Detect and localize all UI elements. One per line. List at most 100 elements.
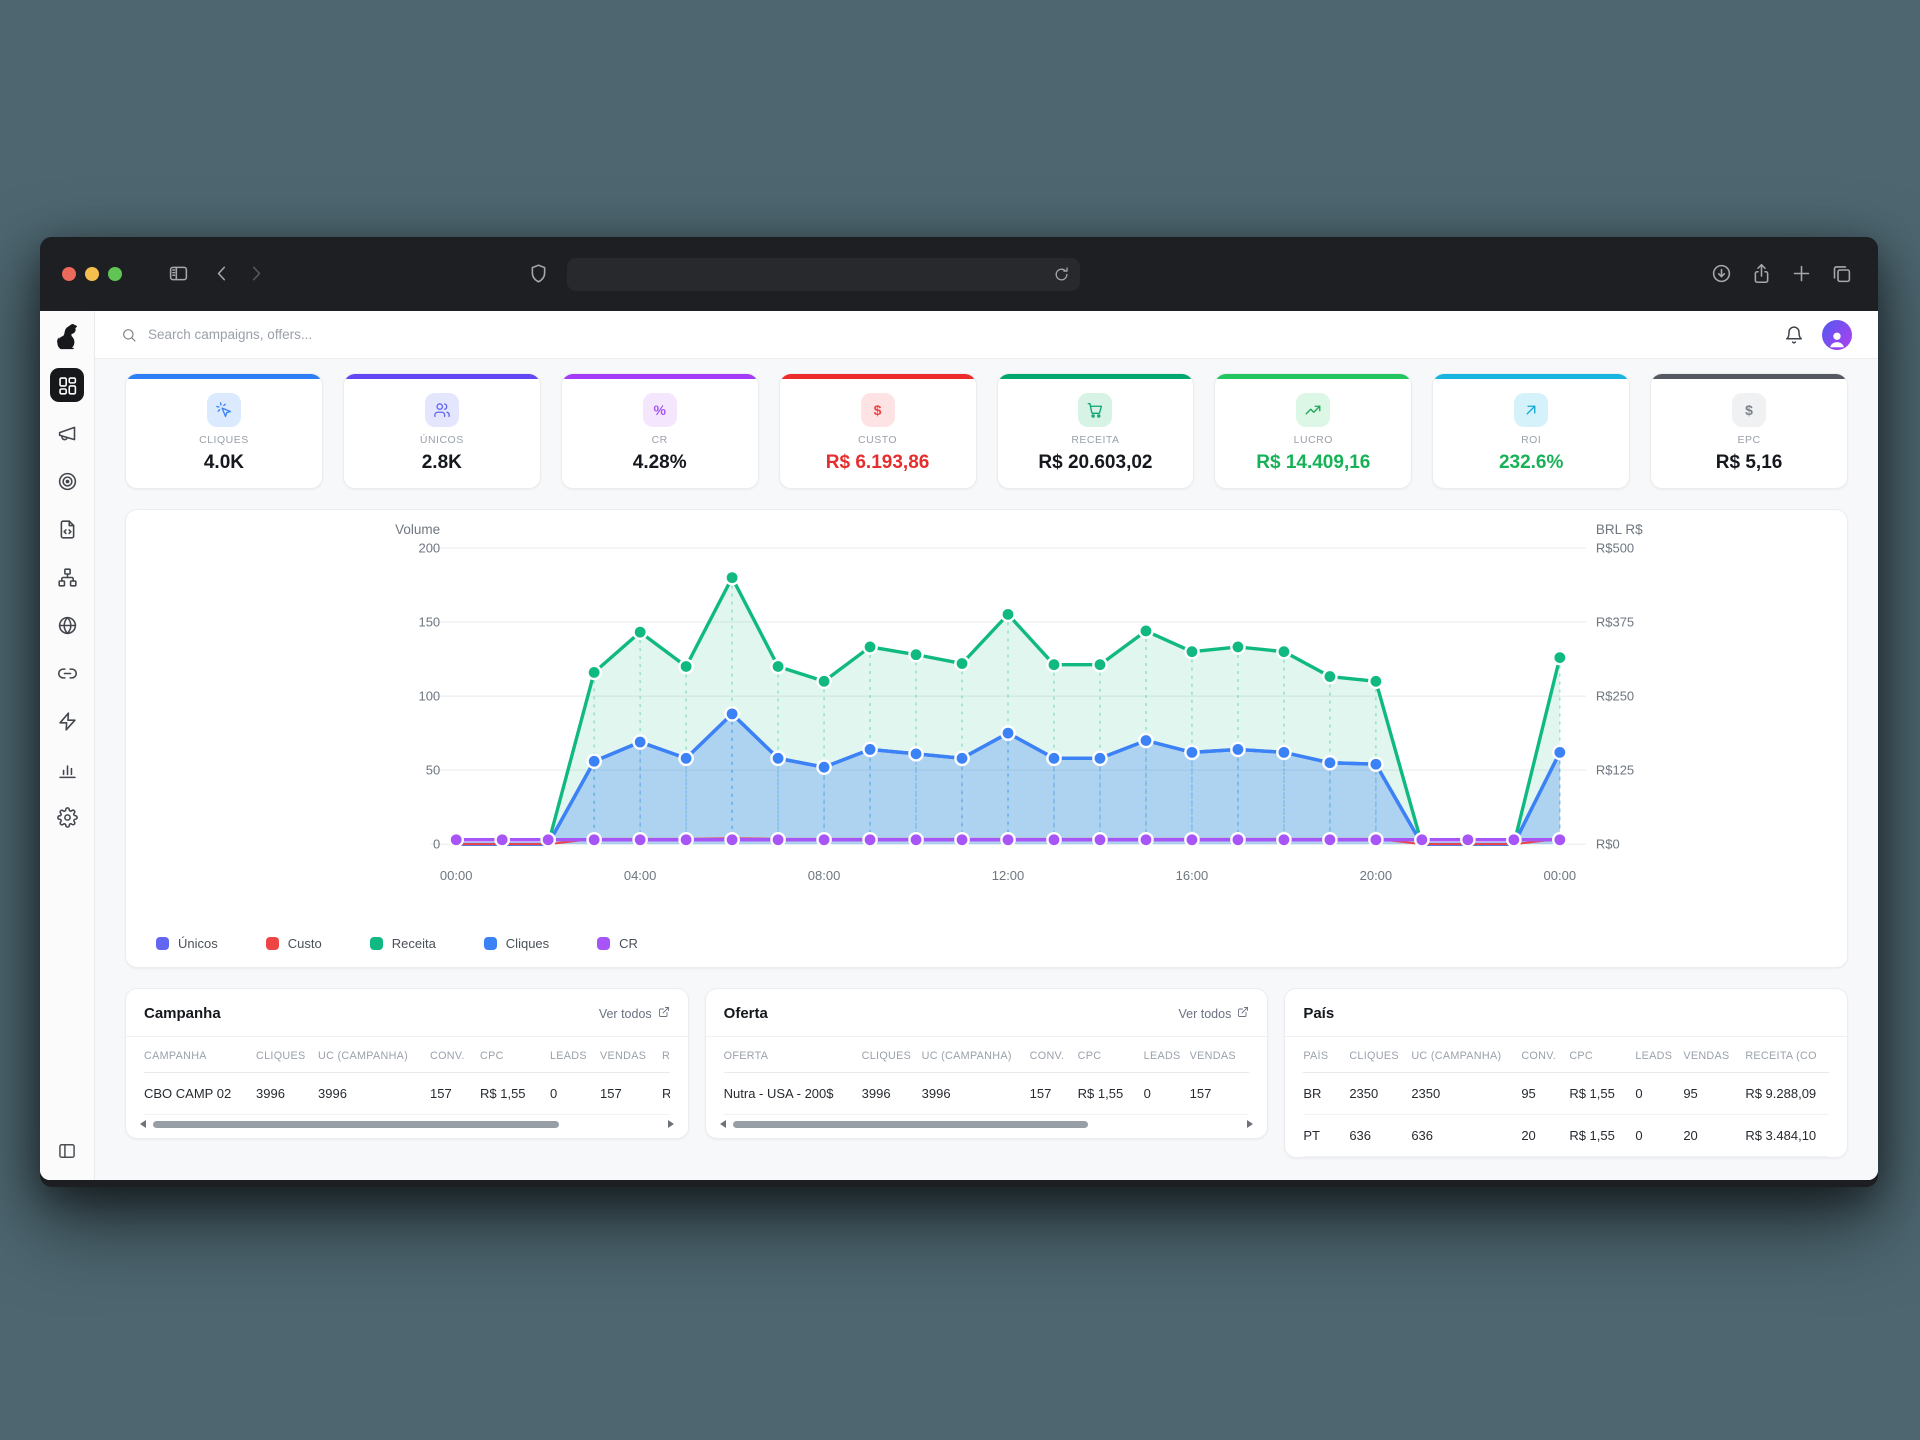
sidebar-nav [50,368,84,834]
column-header: CLIQUES [256,1050,306,1063]
column-header: R [662,1050,670,1063]
url-input[interactable] [577,267,1053,282]
legend-swatch [369,937,383,951]
kpi-accent-bar [997,374,1194,379]
svg-text:00:00: 00:00 [440,868,473,883]
sidebar-item-target[interactable] [50,464,84,498]
kpi-label: CUSTO [858,434,898,446]
sidebar-item-bar-chart[interactable] [50,752,84,786]
scrollbar-track[interactable] [732,1120,1241,1128]
sidebar-item-gear[interactable] [50,800,84,834]
table-cell: 2350 [1411,1086,1441,1102]
close-window-button[interactable] [62,267,76,281]
table-card-pais: País PAÍS CLIQUES UC (CAMPANHA) CONV. CPC LEAD… [1284,988,1848,1159]
kpi-accent-bar [1215,374,1412,379]
scroll-left-arrow[interactable] [719,1120,726,1129]
reload-icon[interactable] [1053,266,1070,283]
search-input[interactable] [148,327,468,342]
sidebar-item-link[interactable] [50,656,84,690]
sidebar-toggle-button[interactable] [168,263,189,284]
sidebar-item-dashboard-grid[interactable] [50,368,84,402]
legend-swatch [483,937,497,951]
sidebar-item-file-code[interactable] [50,512,84,546]
tab-overview-icon[interactable] [1831,263,1852,284]
legend-item-unicos[interactable]: Únicos [156,936,218,951]
megaphone-icon [58,426,75,440]
sidebar-item-globe[interactable] [50,608,84,642]
table-cell: R$ 9.288,09 [1745,1086,1817,1102]
kpi-accent-bar [126,374,322,379]
forward-button[interactable] [245,263,266,284]
scroll-left-arrow[interactable] [140,1120,146,1129]
table-cell: Nutra - USA - 200$ [723,1086,834,1102]
kpi-accent-bar [561,374,758,379]
sidebar-collapse-button[interactable] [57,1141,77,1166]
table-cell: 157 [430,1086,452,1102]
dog-logo[interactable] [51,320,83,352]
scroll-right-arrow[interactable] [1247,1120,1254,1129]
table-cell: 0 [550,1086,558,1102]
scrollbar-track[interactable] [153,1120,661,1128]
new-tab-icon[interactable] [1791,263,1812,284]
browser-actions [1711,263,1852,284]
kpi-card-custo: $ CUSTO R$ 6.193,86 [778,373,977,489]
legend-label: CR [619,936,638,952]
minimize-window-button[interactable] [85,267,99,281]
scrollbar-thumb[interactable] [153,1120,560,1128]
svg-text:04:00: 04:00 [624,868,657,883]
app-topbar [95,311,1878,359]
horizontal-scrollbar[interactable] [706,1115,1268,1138]
column-header: UC (CAMPANHA) [921,1050,1012,1063]
table: OFERTA CLIQUES UC (CAMPANHA) CONV. CPC LEADS V… [706,1037,1268,1116]
kpi-value: R$ 20.603,02 [1038,452,1153,473]
ver-todos-link[interactable]: Ver todos [599,1006,670,1021]
back-button[interactable] [212,263,233,284]
kpi-value: 4.0K [203,452,244,473]
horizontal-scrollbar[interactable] [126,1115,688,1138]
column-header: PAÍS [1303,1050,1329,1063]
scroll-right-arrow[interactable] [667,1120,674,1129]
column-header: CLIQUES [861,1050,912,1063]
svg-text:200: 200 [418,541,440,556]
legend-item-cliques[interactable]: Cliques [483,936,549,951]
column-header: LEADS [1143,1050,1181,1063]
sidebar-item-megaphone[interactable] [50,416,84,450]
table-cell: PT [1303,1128,1320,1144]
svg-text:50: 50 [426,763,440,778]
scrollbar-thumb[interactable] [732,1120,1089,1128]
sidebar-item-zap[interactable] [50,704,84,738]
legend-item-custo[interactable]: Custo [265,936,322,951]
table-title: Oferta [723,1005,768,1023]
svg-text:20:00: 20:00 [1360,868,1393,883]
table-cell: CBO CAMP 02 [144,1086,232,1102]
kpi-card-cliques: CLIQUES 4.0K [125,373,323,489]
bar-chart-icon [58,764,76,778]
column-header: CAMPANHA [144,1050,207,1063]
table-card-header: Campanha Ver todos [126,989,688,1038]
table-cell: 95 [1683,1086,1698,1102]
downloads-icon[interactable] [1711,263,1732,284]
kpi-accent-bar [1651,374,1847,379]
legend-item-receita[interactable]: Receita [369,936,436,951]
table-cell: 95 [1521,1086,1536,1102]
kpi-value: R$ 14.409,16 [1256,452,1371,473]
sidebar-item-sitemap[interactable] [50,560,84,594]
kpi-label: CLIQUES [199,434,249,446]
table-cell: 3996 [861,1086,891,1102]
svg-text:00:00: 00:00 [1544,868,1577,883]
table-row: Nutra - USA - 200$ 3996 3996 157 R$ 1,55 0 157 [723,1073,1250,1116]
volume-revenue-chart[interactable]: 0 R$0 50 R$125 100 R$250 150 R$375 200 R$500 Volum… [136,524,1837,926]
table-cell: 2350 [1349,1086,1379,1102]
legend-item-cr[interactable]: CR [597,936,638,951]
ver-todos-link[interactable]: Ver todos [1179,1006,1250,1021]
table-card-campanha: Campanha Ver todos CAMPANHA CLIQUES UC (CAMP… [125,988,689,1140]
notifications-bell-icon[interactable] [1784,325,1804,345]
share-icon[interactable] [1751,263,1772,284]
address-bar[interactable] [567,258,1080,291]
zoom-window-button[interactable] [108,267,122,281]
kpi-card-cr: % CR 4.28% [560,373,759,489]
legend-label: Únicos [178,936,218,952]
column-header: VENDAS [1683,1050,1730,1063]
user-avatar[interactable] [1822,319,1852,350]
table-cell: 20 [1683,1128,1698,1144]
